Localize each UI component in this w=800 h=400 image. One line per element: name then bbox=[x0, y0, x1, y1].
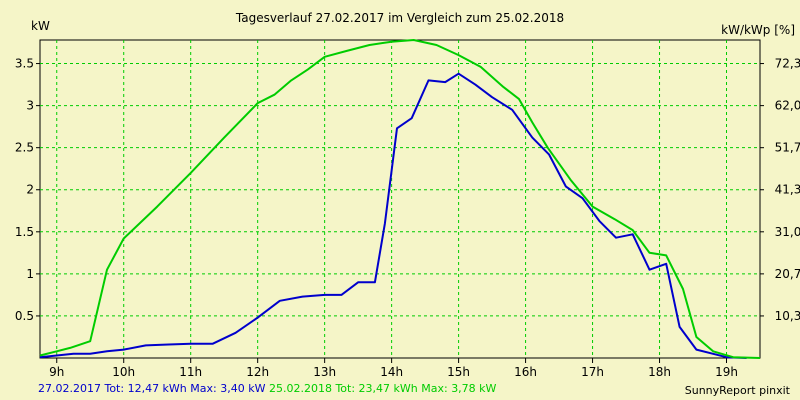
y-tick-label-left: 3.5 bbox=[15, 57, 34, 71]
y-tick-label-left: 3 bbox=[26, 99, 34, 113]
x-tick-label: 15h bbox=[447, 365, 470, 379]
legend-footer: 27.02.2017 Tot: 12,47 kWh Max: 3,40 kW 2… bbox=[38, 383, 496, 394]
x-tick-label: 12h bbox=[246, 365, 269, 379]
chart-title: Tagesverlauf 27.02.2017 im Vergleich zum… bbox=[235, 11, 565, 25]
credit-text: SunnyReport pinxit bbox=[684, 384, 790, 397]
series-line-1 bbox=[39, 72, 747, 359]
y-tick-label-left: 2 bbox=[26, 183, 34, 197]
series-line-2 bbox=[39, 39, 761, 359]
y-axis-right-label: kW/kWp [%] bbox=[721, 23, 795, 37]
y-tick-label-right: 41,3 bbox=[775, 183, 800, 197]
y-tick-label-left: 1.5 bbox=[15, 225, 34, 239]
x-tick-label: 11h bbox=[179, 365, 202, 379]
y-tick-label-left: 0.5 bbox=[15, 309, 34, 323]
legend-series-1: 27.02.2017 Tot: 12,47 kWh Max: 3,40 kW bbox=[38, 382, 266, 395]
plot-frame bbox=[39, 39, 761, 359]
x-tick-label: 19h bbox=[715, 365, 738, 379]
x-tick-label: 16h bbox=[514, 365, 537, 379]
x-tick-label: 14h bbox=[380, 365, 403, 379]
x-tick-label: 13h bbox=[313, 365, 336, 379]
y-tick-label-right: 62,0 bbox=[775, 99, 800, 113]
x-tick-label: 17h bbox=[581, 365, 604, 379]
y-tick-label-right: 72,3 bbox=[775, 57, 800, 71]
y-tick-label-left: 1 bbox=[26, 267, 34, 281]
x-tick-label: 18h bbox=[648, 365, 671, 379]
x-tick-label: 9h bbox=[49, 365, 64, 379]
y-tick-label-right: 31,0 bbox=[775, 225, 800, 239]
y-tick-label-right: 10,3 bbox=[775, 309, 800, 323]
y-tick-label-right: 51,7 bbox=[775, 141, 800, 155]
y-tick-label-left: 2.5 bbox=[15, 141, 34, 155]
y-axis-left-label: kW bbox=[31, 19, 50, 33]
legend-series-2: 25.02.2018 Tot: 23,47 kWh Max: 3,78 kW bbox=[268, 382, 497, 395]
y-tick-label-right: 20,7 bbox=[775, 267, 800, 281]
x-tick-label: 10h bbox=[112, 365, 135, 379]
